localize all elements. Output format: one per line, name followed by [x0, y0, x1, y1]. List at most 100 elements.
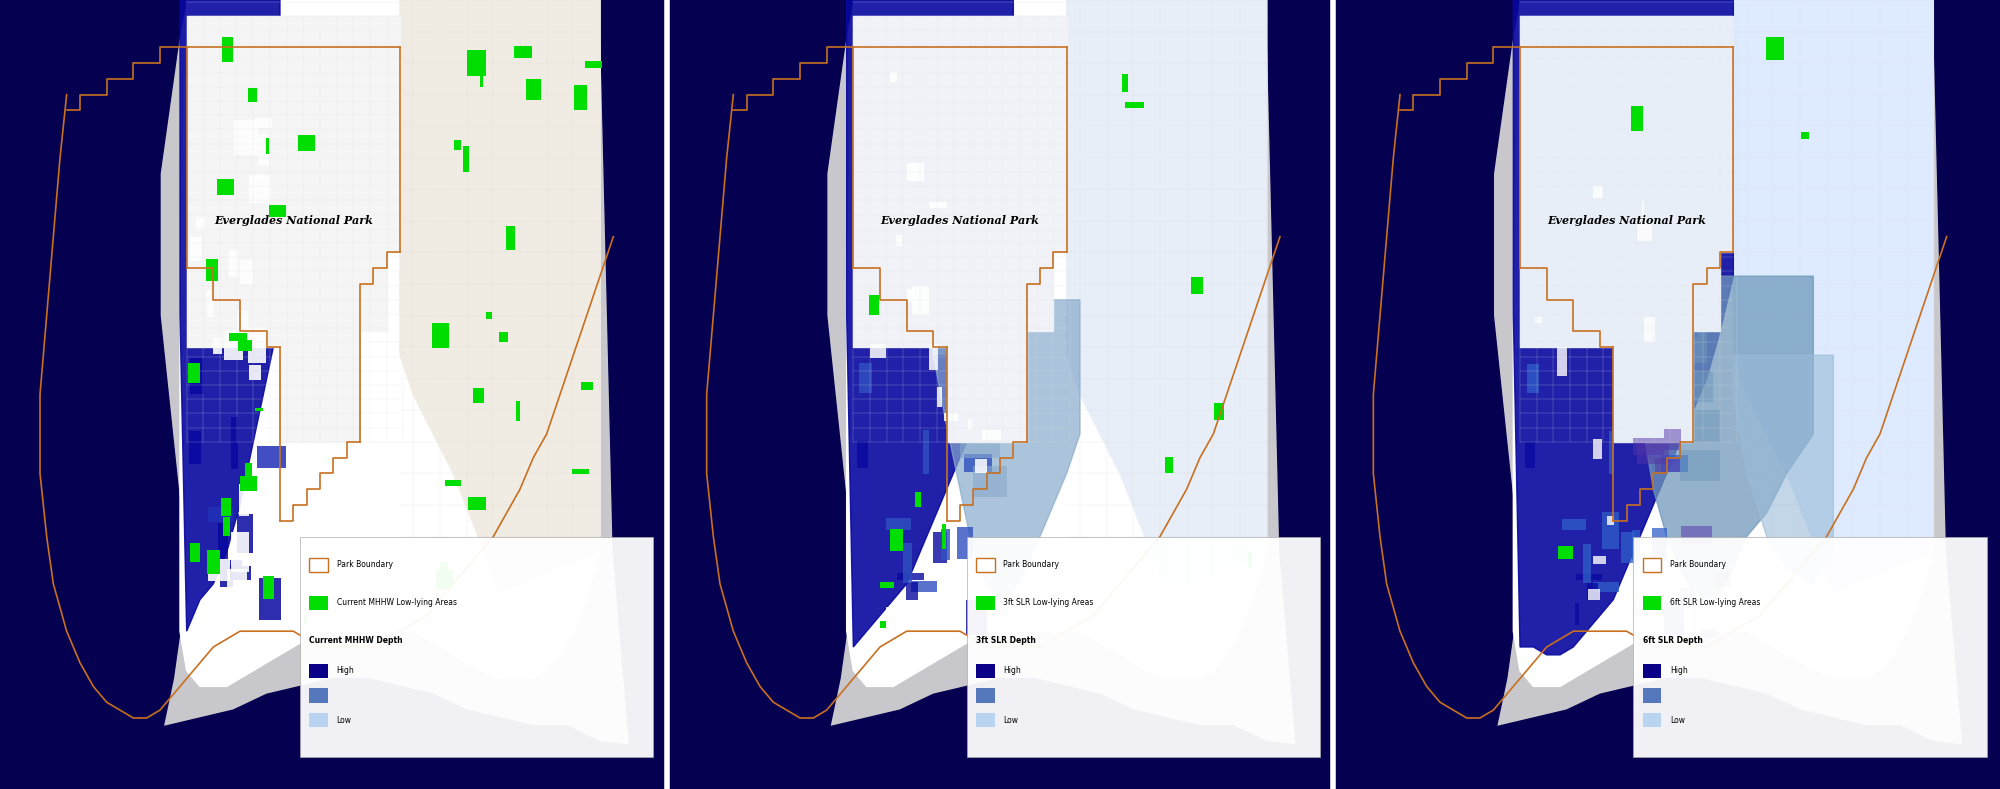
Bar: [928, 203, 948, 208]
Bar: [938, 118, 944, 142]
Text: Low: Low: [1004, 716, 1018, 725]
Bar: [256, 118, 272, 129]
Bar: [222, 36, 232, 62]
Bar: [214, 338, 222, 353]
Polygon shape: [186, 16, 400, 442]
Bar: [1524, 442, 1534, 468]
Polygon shape: [180, 0, 600, 686]
Bar: [1602, 512, 1618, 548]
Bar: [190, 237, 202, 260]
Bar: [902, 544, 912, 583]
Bar: [240, 131, 248, 159]
Bar: [432, 323, 450, 348]
Bar: [926, 51, 942, 69]
Bar: [1558, 546, 1574, 559]
Bar: [258, 446, 286, 468]
Bar: [310, 596, 328, 610]
Text: 6ft SLR Low-lying Areas: 6ft SLR Low-lying Areas: [1670, 598, 1760, 608]
Polygon shape: [1266, 0, 1334, 789]
Bar: [298, 135, 314, 151]
Bar: [1576, 603, 1580, 625]
Bar: [974, 458, 986, 473]
Bar: [1664, 601, 1684, 634]
Bar: [940, 84, 960, 113]
Bar: [1632, 85, 1650, 113]
Text: Park Boundary: Park Boundary: [336, 560, 392, 570]
Bar: [208, 174, 216, 215]
Bar: [310, 664, 328, 678]
Bar: [1632, 107, 1642, 131]
Bar: [1642, 664, 1662, 678]
Bar: [880, 621, 886, 628]
Text: High: High: [1670, 667, 1688, 675]
Text: Everglades National Park: Everglades National Park: [1548, 215, 1706, 226]
Bar: [1586, 583, 1598, 600]
Bar: [1654, 282, 1658, 300]
Bar: [1652, 528, 1668, 559]
Bar: [932, 532, 946, 563]
Bar: [910, 581, 936, 592]
Bar: [190, 97, 216, 145]
Bar: [238, 340, 252, 351]
Bar: [982, 430, 1002, 439]
Bar: [310, 689, 328, 703]
Text: Everglades National Park: Everglades National Park: [214, 215, 372, 226]
Bar: [234, 120, 258, 155]
Bar: [242, 99, 262, 133]
Bar: [1214, 403, 1224, 421]
Bar: [976, 689, 994, 703]
Bar: [916, 251, 934, 282]
Bar: [214, 559, 242, 568]
Bar: [262, 576, 274, 600]
Bar: [230, 333, 246, 341]
Bar: [514, 46, 532, 58]
Polygon shape: [0, 679, 666, 789]
Bar: [958, 282, 964, 300]
Bar: [190, 357, 204, 394]
Bar: [974, 466, 1006, 497]
Bar: [1638, 444, 1668, 465]
Bar: [440, 562, 448, 574]
Bar: [1192, 277, 1204, 294]
Polygon shape: [1334, 0, 1520, 789]
Bar: [222, 498, 232, 517]
Bar: [1248, 552, 1252, 568]
Bar: [240, 484, 248, 516]
Bar: [1594, 581, 1618, 592]
Bar: [240, 260, 254, 284]
Polygon shape: [846, 0, 1014, 647]
Bar: [232, 532, 250, 572]
Bar: [860, 363, 872, 393]
Bar: [228, 253, 246, 290]
Bar: [310, 558, 328, 572]
Bar: [196, 217, 204, 230]
Bar: [304, 615, 306, 623]
Bar: [300, 537, 654, 757]
Bar: [1602, 252, 1618, 282]
Bar: [976, 596, 994, 610]
Bar: [1562, 519, 1586, 529]
Bar: [1654, 371, 1714, 402]
Bar: [976, 558, 994, 572]
Bar: [1670, 301, 1688, 312]
Bar: [208, 559, 230, 581]
Bar: [1634, 180, 1646, 220]
Bar: [1692, 307, 1710, 312]
Bar: [586, 61, 602, 68]
Bar: [976, 713, 994, 727]
Bar: [1642, 713, 1662, 727]
Bar: [924, 430, 928, 473]
Bar: [248, 327, 266, 363]
Bar: [898, 573, 924, 580]
Bar: [1680, 450, 1720, 481]
Bar: [942, 524, 946, 549]
Polygon shape: [666, 0, 854, 789]
Bar: [1624, 382, 1632, 419]
Bar: [1670, 322, 1698, 338]
Bar: [1594, 555, 1606, 563]
Bar: [912, 286, 930, 315]
Bar: [898, 333, 920, 344]
Bar: [254, 285, 260, 308]
Bar: [262, 322, 292, 343]
Polygon shape: [1734, 0, 1934, 592]
